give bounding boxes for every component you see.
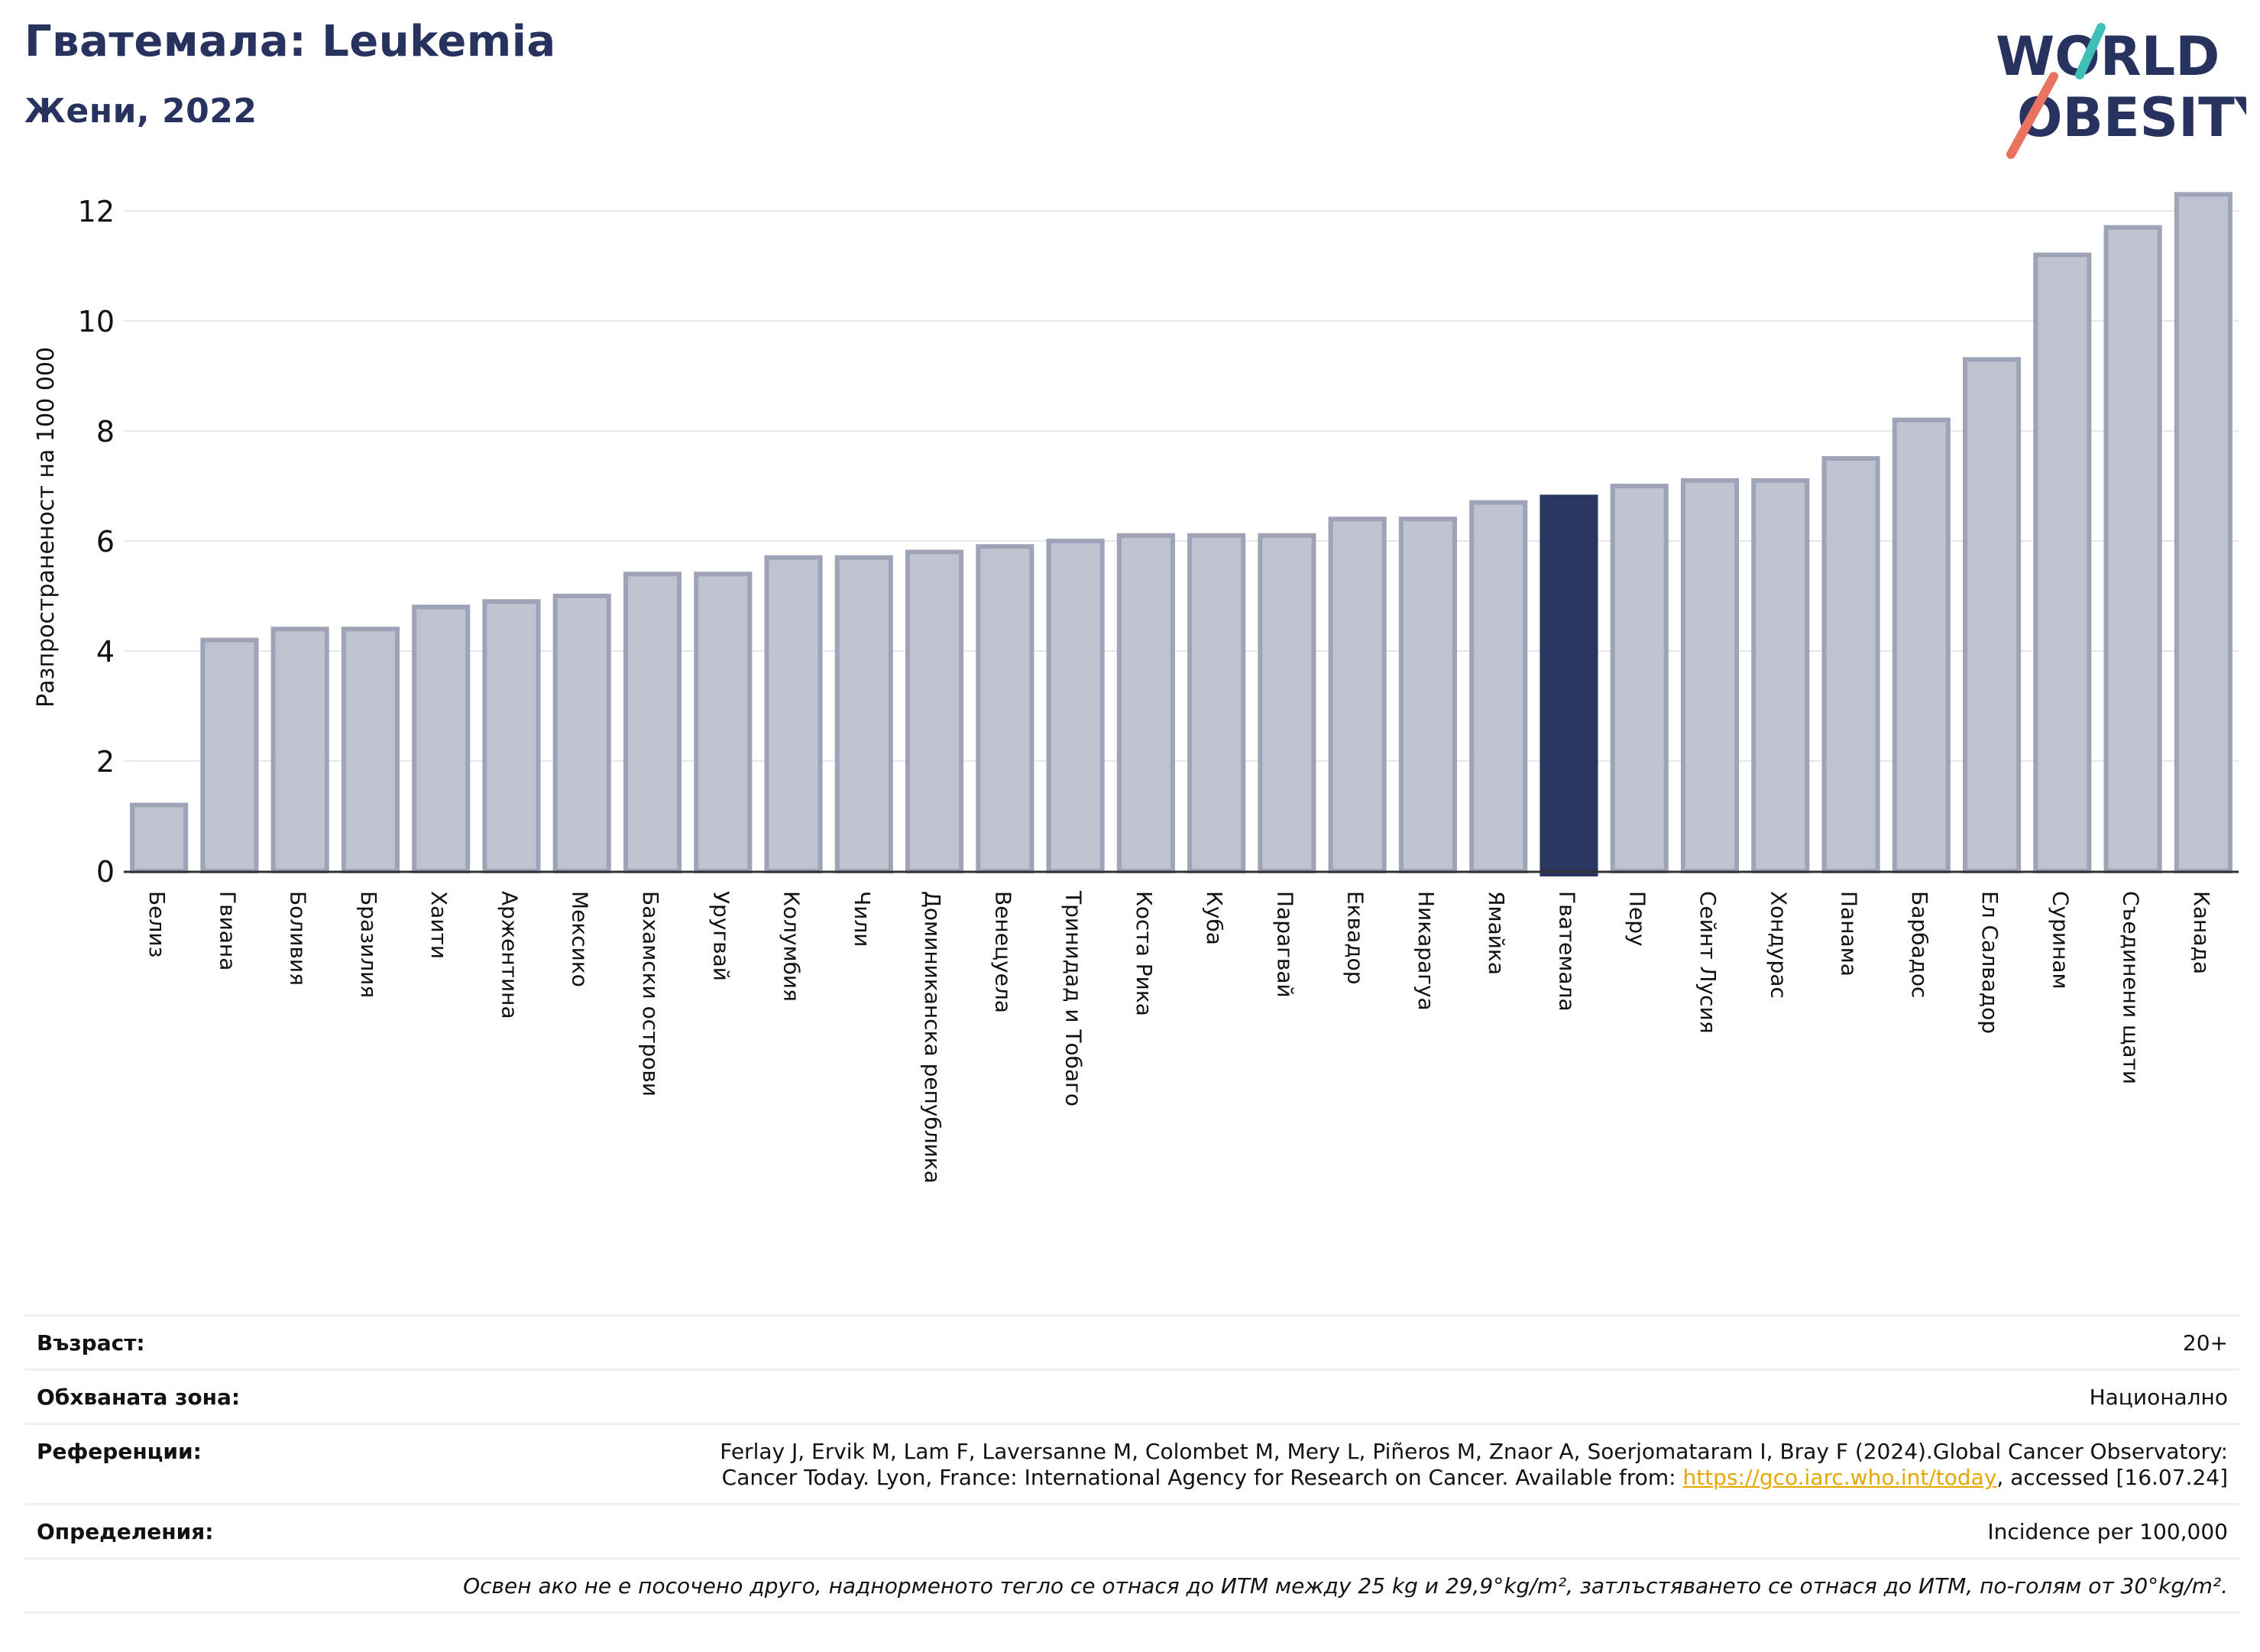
y-tick-label: 4 xyxy=(96,635,115,669)
x-tick-label: Канада xyxy=(2189,891,2214,974)
bar-3 xyxy=(270,627,329,873)
metadata-table: Възраст: 20+ Обхваната зона: Национално … xyxy=(24,1314,2240,1614)
x-tick-label: Парагвай xyxy=(1272,891,1297,998)
x-tick-label: Еквадор xyxy=(1343,891,1368,985)
meta-row-definitions: Определения: Incidence per 100,000 xyxy=(24,1505,2240,1560)
y-tick-label: 6 xyxy=(96,525,115,559)
x-axis-labels: Белиз Гвиана Боливия Бразилия Хаити Аржентина… xyxy=(144,890,2214,1184)
x-tick-label: Колумбия xyxy=(779,891,805,1002)
x-tick-label: Коста Рика xyxy=(1132,891,1157,1016)
meta-row-age: Възраст: 20+ xyxy=(24,1317,2240,1371)
y-axis-ticks: 0 2 4 6 8 10 12 xyxy=(78,195,115,889)
coverage-value: Национално xyxy=(2089,1385,2228,1410)
x-tick-label: Мексико xyxy=(568,891,593,987)
x-tick-label: Хондурас xyxy=(1766,891,1791,999)
bar-24 xyxy=(1751,478,1810,873)
bar-1 xyxy=(130,802,189,873)
bar-9 xyxy=(694,572,753,873)
x-tick-label: Венецуела xyxy=(990,891,1015,1013)
age-label: Възраст: xyxy=(37,1330,145,1356)
bar-21 xyxy=(1540,494,1598,877)
coverage-label: Обхваната зона: xyxy=(37,1385,241,1410)
bar-2 xyxy=(200,637,259,873)
bar-11 xyxy=(834,555,893,873)
bar-26 xyxy=(1892,417,1951,873)
bar-22 xyxy=(1610,484,1669,873)
definitions-value: Incidence per 100,000 xyxy=(1987,1519,2228,1544)
x-tick-label: Куба xyxy=(1202,891,1227,945)
x-tick-label: Бахамски острови xyxy=(638,891,663,1096)
x-tick-label: Суринам xyxy=(2048,891,2073,990)
logo-slash-teal xyxy=(2075,23,2106,79)
bar-13 xyxy=(976,544,1034,873)
references-text-3: , accessed [16.07.24] xyxy=(1996,1465,2228,1490)
x-tick-label: Ямайка xyxy=(1484,891,1509,975)
bar-16 xyxy=(1187,533,1246,873)
x-tick-label: Аржентина xyxy=(497,891,522,1019)
x-tick-label: Хаити xyxy=(426,891,452,959)
chart-title: Гватемала: Leukemia xyxy=(24,17,556,66)
bar-12 xyxy=(905,549,964,874)
x-tick-label: Доминиканска република xyxy=(920,891,945,1184)
bar-10 xyxy=(764,555,823,873)
bar-25 xyxy=(1821,456,1880,873)
x-tick-label: Ел Салвадор xyxy=(1977,891,2003,1034)
bar-19 xyxy=(1398,517,1457,873)
x-tick-label: Боливия xyxy=(286,891,311,986)
x-tick-label: Тринидад и Тобаго xyxy=(1061,890,1086,1106)
x-tick-label: Никарагуа xyxy=(1413,891,1439,1011)
bar-6 xyxy=(482,599,541,873)
bar-30 xyxy=(2174,192,2232,873)
logo-slash-coral xyxy=(2006,72,2058,159)
x-tick-label: Съединени щати xyxy=(2119,891,2144,1084)
references-text-2: Cancer Today. Lyon, France: Internationa… xyxy=(721,1465,1683,1490)
bar-20 xyxy=(1469,500,1528,873)
x-tick-label: Перу xyxy=(1625,891,1650,947)
age-value: 20+ xyxy=(2182,1330,2228,1356)
x-tick-label: Гвиана xyxy=(215,891,240,970)
grid-lines xyxy=(124,210,2239,762)
references-value: Ferlay J, Ervik M, Lam F, Laversanne M, … xyxy=(720,1439,2228,1491)
bar-5 xyxy=(412,604,471,874)
chart-subtitle: Жени, 2022 xyxy=(24,92,257,131)
references-label: Референции: xyxy=(37,1439,202,1464)
references-text-1: Ferlay J, Ervik M, Lam F, Laversanne M, … xyxy=(720,1439,2228,1464)
bar-8 xyxy=(623,572,682,873)
bar-29 xyxy=(2103,225,2162,874)
bar-18 xyxy=(1328,517,1387,873)
meta-row-references: Референции: Ferlay J, Ervik M, Lam F, La… xyxy=(24,1425,2240,1505)
y-tick-label: 8 xyxy=(96,415,115,449)
bar-chart: 0 2 4 6 8 10 12 Белиз Гвиана Боливия Бразилия Хаит… xyxy=(33,192,2239,1184)
obesity-definition-note: Освен ако не е посочено друго, наднормен… xyxy=(463,1573,2228,1599)
bar-28 xyxy=(2033,252,2092,874)
logo-text-world: WORLD xyxy=(1996,25,2220,88)
y-axis-label: Разпространеност на 100 000 xyxy=(33,347,60,708)
logo-text-obesity: OBESITY xyxy=(2017,86,2246,149)
x-tick-label: Панама xyxy=(1837,891,1862,977)
meta-row-note: Освен ако не е посочено друго, наднормен… xyxy=(24,1560,2240,1614)
x-tick-label: Бразилия xyxy=(356,891,381,998)
bar-7 xyxy=(552,594,611,873)
x-tick-label: Барбадос xyxy=(1907,891,1932,998)
bar-14 xyxy=(1046,539,1105,873)
bar-27 xyxy=(1963,357,2022,873)
y-tick-label: 0 xyxy=(96,855,115,889)
bar-23 xyxy=(1680,478,1740,873)
bar-17 xyxy=(1258,533,1316,873)
y-tick-label: 2 xyxy=(96,745,115,779)
x-tick-label: Белиз xyxy=(144,891,170,957)
x-tick-label: Уругвай xyxy=(708,891,733,981)
bars xyxy=(130,192,2232,877)
x-tick-label: Гватемала xyxy=(1554,891,1579,1012)
x-tick-label: Чили xyxy=(850,891,875,947)
definitions-label: Определения: xyxy=(37,1519,214,1544)
world-obesity-logo: WORLD OBESITY xyxy=(1996,23,2246,159)
y-tick-label: 12 xyxy=(78,195,115,228)
references-link[interactable]: https://gco.iarc.who.int/today xyxy=(1682,1465,1997,1490)
bar-4 xyxy=(341,627,400,873)
meta-row-coverage: Обхваната зона: Национално xyxy=(24,1371,2240,1425)
y-tick-label: 10 xyxy=(78,305,115,338)
x-tick-label: Сейнт Лусия xyxy=(1695,891,1721,1034)
bar-15 xyxy=(1116,533,1175,873)
